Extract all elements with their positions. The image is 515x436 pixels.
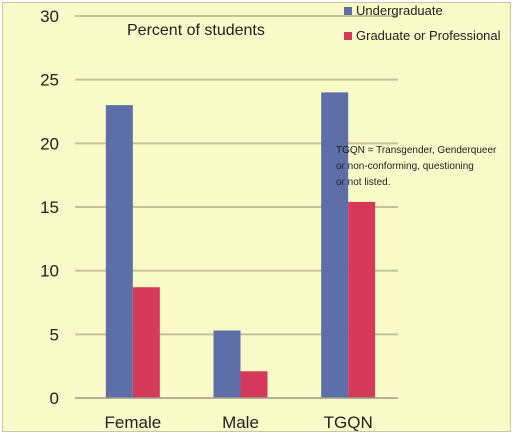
y-tick-label: 0: [50, 389, 59, 408]
x-category-label: Male: [222, 413, 259, 432]
y-tick-label: 20: [40, 134, 59, 153]
y-tick-label: 10: [40, 262, 59, 281]
legend: Undergraduate Graduate or Professional: [344, 3, 501, 43]
y-tick-label: 15: [40, 198, 59, 217]
x-category-label: Female: [104, 413, 161, 432]
chart-frame: 0 5 10 15 20 25 30 Female Male TGQN Percent of st…: [2, 2, 511, 432]
annotation-line: or not listed.: [336, 177, 390, 188]
legend-label: Graduate or Professional: [356, 28, 501, 43]
legend-swatch: [344, 7, 352, 15]
bar-tgqn-graduate: [348, 201, 376, 398]
y-tick-label: 5: [50, 325, 59, 344]
bar-chart: 0 5 10 15 20 25 30 Female Male TGQN Percent of st…: [40, 3, 501, 432]
legend-swatch: [344, 32, 352, 40]
bar-tgqn-undergraduate: [321, 92, 349, 399]
bar-male-graduate: [240, 371, 268, 398]
bar-female-graduate: [132, 287, 160, 398]
y-tick-label: 30: [40, 7, 59, 26]
annotation-note: TGQN = Transgender, Genderqueer or non-co…: [336, 145, 497, 188]
annotation-line: or non-conforming, questioning: [336, 161, 474, 172]
bar-male-undergraduate: [213, 330, 241, 398]
chart-title: Percent of students: [127, 22, 265, 39]
y-tick-label: 25: [40, 71, 59, 90]
annotation-line: TGQN = Transgender, Genderqueer: [336, 145, 497, 156]
x-category-label: TGQN: [324, 413, 373, 432]
bar-female-undergraduate: [105, 105, 133, 398]
legend-label: Undergraduate: [356, 3, 443, 18]
